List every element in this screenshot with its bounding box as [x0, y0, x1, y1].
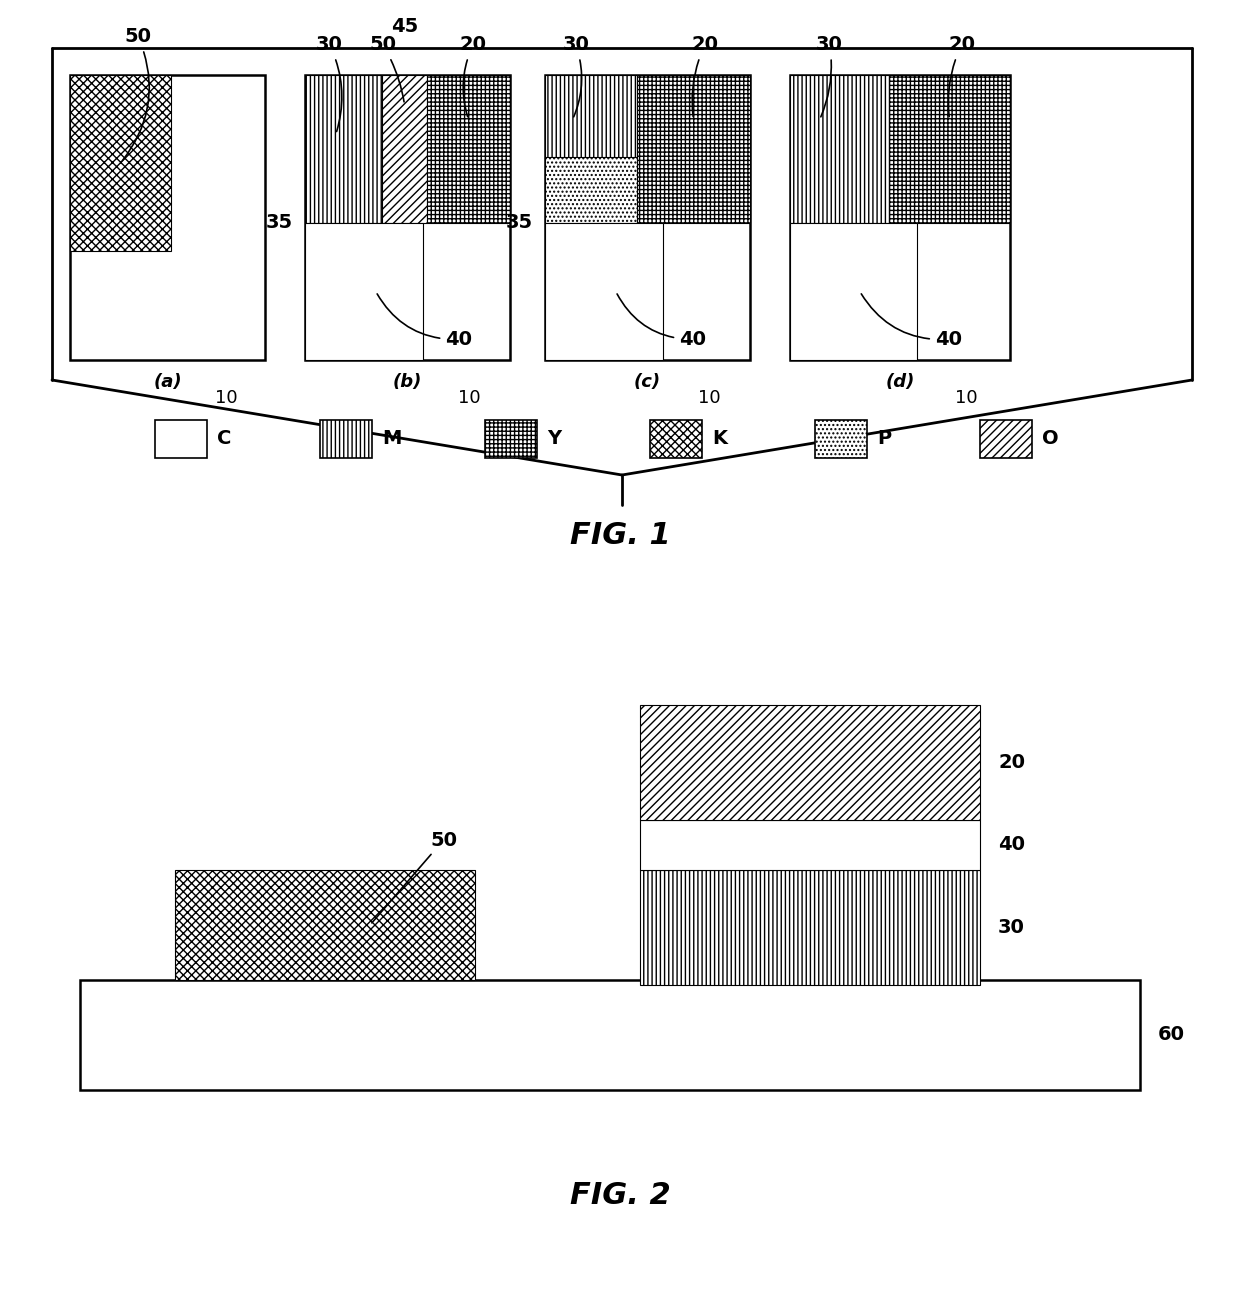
Text: 20: 20	[460, 35, 486, 116]
Bar	[175, 870, 475, 980]
Bar	[155, 420, 207, 458]
Bar	[790, 223, 918, 360]
Text: (c): (c)	[634, 373, 661, 392]
Bar	[640, 870, 980, 985]
Bar	[69, 74, 171, 251]
Bar	[546, 74, 637, 223]
Text: 40: 40	[998, 835, 1025, 855]
Text: 35: 35	[265, 214, 293, 232]
Text: 20: 20	[692, 35, 718, 116]
Text: 45: 45	[391, 17, 418, 37]
Text: K: K	[712, 429, 727, 449]
Text: (b): (b)	[393, 373, 422, 392]
Bar	[637, 74, 750, 223]
Bar	[320, 420, 372, 458]
Bar	[640, 705, 980, 820]
Bar	[305, 74, 510, 360]
Text: M: M	[382, 429, 402, 449]
Bar	[546, 223, 663, 360]
Bar	[81, 980, 1140, 1090]
Bar	[546, 74, 750, 360]
Bar	[980, 420, 1032, 458]
Text: 50: 50	[372, 830, 458, 923]
Bar	[889, 74, 1011, 223]
Text: 40: 40	[618, 294, 706, 348]
Text: 10: 10	[698, 389, 720, 407]
Text: 20: 20	[949, 35, 975, 116]
Text: 30: 30	[562, 35, 589, 117]
Text: 20: 20	[998, 753, 1025, 773]
Text: O: O	[1042, 429, 1059, 449]
Text: 50: 50	[123, 27, 151, 161]
Bar	[546, 157, 637, 223]
Text: 40: 40	[377, 294, 472, 348]
Text: 10: 10	[458, 389, 480, 407]
Text: 35: 35	[506, 214, 533, 232]
Bar	[382, 74, 427, 223]
Bar	[815, 420, 867, 458]
Bar	[790, 74, 1011, 360]
Bar	[650, 420, 702, 458]
Bar	[427, 74, 510, 223]
Text: 30: 30	[816, 35, 843, 117]
Text: Y: Y	[547, 429, 562, 449]
Text: 10: 10	[215, 389, 237, 407]
Bar	[485, 420, 537, 458]
Bar	[69, 74, 265, 360]
Text: (a): (a)	[154, 373, 182, 392]
Bar	[305, 223, 423, 360]
Text: 50: 50	[370, 35, 404, 102]
Text: 40: 40	[862, 294, 962, 348]
Bar	[305, 74, 382, 223]
Text: (d): (d)	[885, 373, 915, 392]
Text: 60: 60	[1158, 1026, 1185, 1044]
Text: 30: 30	[316, 35, 343, 132]
Bar	[640, 820, 980, 870]
Text: P: P	[877, 429, 892, 449]
Text: FIG. 1: FIG. 1	[569, 521, 671, 549]
Bar	[790, 74, 889, 223]
Text: 10: 10	[955, 389, 977, 407]
Text: FIG. 2: FIG. 2	[569, 1181, 671, 1210]
Text: C: C	[217, 429, 232, 449]
Text: 30: 30	[998, 917, 1025, 937]
